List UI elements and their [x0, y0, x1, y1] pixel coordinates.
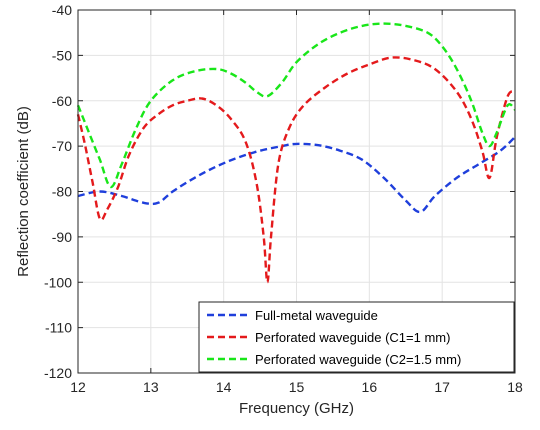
x-tick-label: 16: [362, 379, 378, 395]
x-tick-label: 15: [289, 379, 305, 395]
y-tick-label: -80: [52, 184, 72, 200]
legend-entries: Full-metal waveguide Perforated waveguide…: [207, 308, 461, 367]
x-tick-label: 17: [434, 379, 450, 395]
series-lines: [76, 22, 516, 284]
grid: [77, 9, 516, 374]
y-tick-label: -40: [52, 2, 72, 18]
legend-box: [198, 301, 515, 373]
y-tick-label: -120: [44, 365, 72, 381]
y-tick-label: -110: [45, 320, 72, 336]
y-tick-label: -70: [52, 138, 72, 154]
legend: Full-metal waveguide Perforated waveguide…: [198, 301, 515, 373]
x-tick-label: 18: [507, 379, 523, 395]
x-tick-label: 14: [216, 379, 232, 395]
x-tick-label: 13: [143, 379, 159, 395]
y-tick-label: -90: [52, 229, 72, 245]
legend-label: Perforated waveguide (C2=1.5 mm): [255, 352, 461, 367]
x-axis-label: Frequency (GHz): [239, 400, 354, 417]
legend-label: Full-metal waveguide: [255, 308, 378, 323]
series-line-2: [76, 56, 516, 284]
y-tick-label: -60: [52, 93, 72, 109]
axis-ticks: 12 13 14 15 16 17 18 -120 -110 -100 -90 -80 -70 -60 -5…: [44, 2, 523, 395]
legend-label: Perforated waveguide (C1=1 mm): [255, 330, 450, 345]
y-axis-label: Reflection coefficient (dB): [15, 106, 32, 277]
series-line-1: [77, 136, 516, 214]
x-tick-label: 12: [70, 379, 86, 395]
y-tick-label: -50: [52, 47, 72, 63]
y-tick-label: -100: [44, 274, 72, 290]
